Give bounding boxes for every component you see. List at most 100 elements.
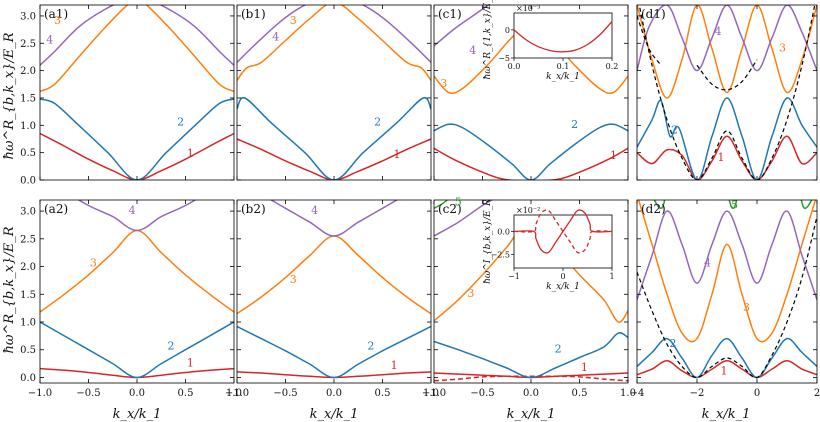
band-label-4-d2: 4 <box>704 257 711 270</box>
panel-label-b2: (b2) <box>241 202 266 216</box>
series-band-4-b2 <box>269 200 399 237</box>
series-band-2-d2 <box>637 337 817 379</box>
inset-xtick-label-c1-1: 0.1 <box>557 62 570 71</box>
panel-label-d2: (d2) <box>641 202 666 216</box>
inset-series-c2-1 <box>513 209 613 254</box>
panel-series-d1 <box>637 5 817 180</box>
xtick-label-c2-3: 0.5 <box>572 388 588 399</box>
inset-series-c2-0 <box>513 209 613 254</box>
inset-xtick-label-c2-2: 1 <box>609 272 614 281</box>
ytick-label-a2-3: 1.5 <box>20 290 36 301</box>
band-label-4-b1: 4 <box>272 31 279 44</box>
inset-xtick-label-c1-2: 0.2 <box>606 62 619 71</box>
series-band-1-d2 <box>637 360 817 379</box>
panels-layer: 0.00.51.01.52.02.53.0 (a1)1234(b1)1234(c1… <box>20 0 820 399</box>
ytick-label-a2-0: 0.0 <box>20 373 36 384</box>
band-label-3-c1: 3 <box>440 77 447 90</box>
series-band-4-a2 <box>77 200 197 232</box>
inset-exponent-c1: ×10⁻³ <box>516 4 540 13</box>
panel-b2: −1.0 −0.5 0.0 0.5 1.0 (b2) 1 2 3 4 <box>225 199 439 399</box>
ytick-label-a1-6: 3.0 <box>20 11 36 22</box>
panel-label-b1: (b1) <box>241 7 266 21</box>
inset-xlabel-c2: k_x/k_1 <box>546 282 580 292</box>
band-label-2-c1: 2 <box>571 118 578 131</box>
panel-series-b2 <box>237 200 431 379</box>
ytick-label-a2-5: 2.5 <box>20 234 36 245</box>
xtick-label-b2-0: −1.0 <box>225 388 249 399</box>
band-label-1-a1: 1 <box>187 147 194 160</box>
xtick-label-b2-2: 0.0 <box>326 388 342 399</box>
xtick-label-a2-4: 1.0 <box>226 388 242 399</box>
xtick-label-a2-3: 0.5 <box>178 388 194 399</box>
series-band-2-b2 <box>237 325 431 379</box>
series-band-4-b1 <box>237 5 431 63</box>
ytick-label-a2-6: 3.0 <box>20 207 36 218</box>
inset-ylabel-c2: ħω^I_{b,k_x}/E_R <box>483 199 493 284</box>
panel-d1: (d1) 1 2 3 4 <box>636 4 818 181</box>
series-band-2-a2 <box>40 321 234 379</box>
band-label-3-c2: 3 <box>467 287 474 300</box>
ytick-label-a1-1: 0.5 <box>20 148 36 159</box>
xtick-label-d2-2: 0 <box>754 388 760 399</box>
xtick-label-c2-1: −0.5 <box>470 388 494 399</box>
series-band-5-d2 <box>653 200 813 210</box>
inset-frame-c1 <box>513 12 613 59</box>
series-band-4-c2 <box>434 200 494 237</box>
xlabel-d: k_x/k_1 <box>702 407 751 422</box>
xlabel-c: k_x/k_1 <box>507 407 556 422</box>
panel-a2: −1.0 −0.5 0.0 0.5 1.0 0.0 0.5 1.0 1.5 2.0 2.5 3.0 (a… <box>20 199 242 399</box>
panel-label-c1: (c1) <box>438 7 462 21</box>
series-band-2-a1 <box>40 98 234 180</box>
xtick-label-d2-0: −4 <box>630 388 645 399</box>
fit-curve-2-d1 <box>637 15 662 66</box>
series-band-1-c1 <box>434 147 628 180</box>
ytick-label-a2-2: 1.0 <box>20 318 36 329</box>
band-label-3-d1: 3 <box>779 41 786 54</box>
xtick-label-a2-0: −1.0 <box>28 388 52 399</box>
panel-series-b1 <box>237 5 431 180</box>
series-band-2-d1 <box>637 97 817 180</box>
band-label-5-d2: 5 <box>731 198 738 211</box>
xtick-label-c2-2: 0.0 <box>523 388 539 399</box>
inset-frame-c2 <box>513 214 613 269</box>
panel-c2: −1.0 −0.5 0.0 0.5 1.0 (c2) 1 2 3 5 −1 0 1 −2.5 0.0 ×10⁻… <box>422 196 636 399</box>
band-label-3-b2: 3 <box>290 273 297 286</box>
xtick-label-d2-3: 2 <box>814 388 820 399</box>
band-label-4-d1: 4 <box>715 25 722 38</box>
series-band-2-c1 <box>434 123 628 180</box>
series-band-5-c2 <box>434 200 449 209</box>
inset-series-c1-0 <box>513 20 613 53</box>
series-band-3-b2 <box>237 235 431 315</box>
panel-label-a2: (a2) <box>44 202 68 216</box>
band-label-2-a2: 2 <box>167 340 174 353</box>
series-band-1-d1 <box>637 135 817 180</box>
fit-curve-0-d2 <box>637 216 817 379</box>
band-label-2-c2: 2 <box>555 343 562 356</box>
series-band-3-a1 <box>40 5 234 93</box>
inset-ytick-label-c1-0: −5 <box>498 54 510 63</box>
panel-label-d1: (d1) <box>641 7 666 21</box>
series-band-1-b1 <box>237 138 431 180</box>
band-label-1-c2: 1 <box>581 361 588 374</box>
band-label-4-c1: 4 <box>469 44 476 57</box>
series-band-1-a2 <box>40 367 234 379</box>
fit-curve-0-d1 <box>638 5 816 180</box>
inset-c1: 0.0 0.1 0.2 −5 0 ×10⁻³ k_x/k_1 ħω^R_{1,k_x}/E_R <box>483 0 618 82</box>
band-label-2-b2: 2 <box>367 340 374 353</box>
band-label-3-a1: 3 <box>54 14 61 27</box>
ytick-label-a1-0: 0.0 <box>20 176 36 187</box>
inset-ylabel-c1: ħω^R_{1,k_x}/E_R <box>483 0 493 79</box>
panel-d2: −4 −2 0 2 (d2) 1 2 3 4 5 <box>630 198 820 399</box>
ytick-label-a2-1: 0.5 <box>20 345 36 356</box>
series-band-4-a1 <box>40 5 234 66</box>
inset-xtick-label-c1-0: 0.0 <box>508 62 521 71</box>
series-band-3-d2 <box>637 200 817 343</box>
panel-label-a1: (a1) <box>44 7 68 21</box>
band-label-5-c2: 5 <box>455 196 462 209</box>
series-band-3-a2 <box>40 229 234 313</box>
band-label-4-a2: 4 <box>129 204 136 217</box>
band-label-1-d1: 1 <box>718 151 725 164</box>
fit-curve-1-d1 <box>696 59 758 91</box>
series-band-4-c1 <box>434 5 490 47</box>
